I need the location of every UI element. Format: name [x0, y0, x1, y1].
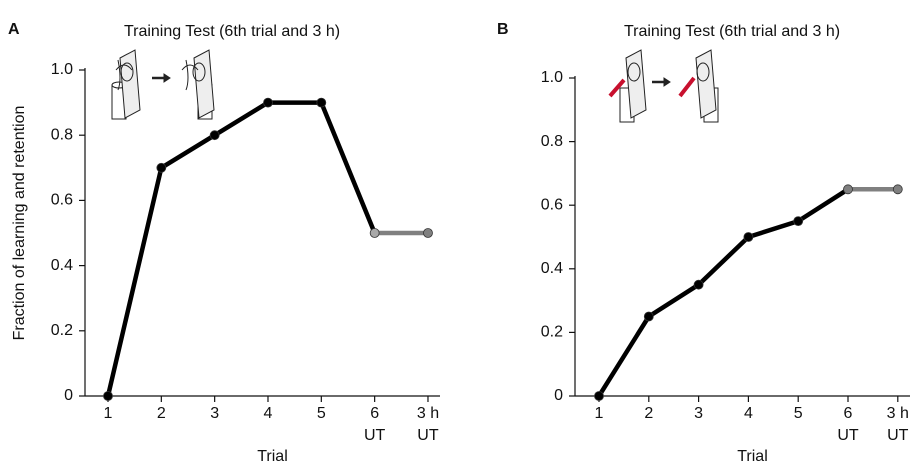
chart-title: Training Test (6th trial and 3 h)	[124, 23, 340, 40]
x-axis-label: Trial	[257, 448, 288, 465]
x-tick-label: 3	[694, 405, 704, 422]
data-point	[594, 391, 604, 401]
panel-label: A	[8, 21, 20, 38]
x-tick-label: 4	[263, 405, 273, 422]
data-point	[263, 97, 273, 108]
x-tick-label: 3 h UT	[416, 405, 440, 444]
x-tick-label: 1	[103, 405, 113, 422]
data-point	[892, 184, 903, 195]
y-tick-label: 0.2	[51, 322, 73, 339]
x-tick-label-box: 2	[156, 405, 166, 422]
x-axis-label: Trial	[737, 448, 768, 465]
line-segment	[105, 165, 164, 399]
data-point	[103, 391, 113, 401]
data-point	[743, 232, 754, 242]
schematic-icon	[111, 49, 215, 120]
line-segment	[795, 187, 851, 224]
x-tick-label-box: 6 UT	[837, 405, 859, 444]
x-tick-label-box: 5	[793, 405, 803, 422]
line-segment	[159, 132, 217, 171]
data-point	[369, 228, 380, 238]
line-segment	[212, 100, 271, 138]
data-point	[843, 184, 853, 195]
x-tick-label-box: 1	[103, 405, 113, 422]
x-tick-label: 4	[743, 405, 753, 422]
line-segment	[746, 218, 801, 240]
x-tick-label: 5	[793, 405, 803, 422]
x-tick-label: 1	[594, 405, 604, 422]
x-tick-label: 2	[644, 405, 654, 422]
data-point	[643, 311, 654, 322]
x-tick-label-box: 4	[743, 405, 753, 422]
x-tick-label-box: 6 UT	[363, 405, 386, 444]
data-point	[156, 162, 167, 173]
x-tick-label-box: 3 h UT	[886, 405, 909, 444]
x-tick-label: 3 h UT	[886, 405, 909, 444]
data-point	[209, 130, 220, 141]
schematic-icon	[608, 49, 719, 123]
x-tick-label: 5	[316, 405, 326, 422]
data-point	[423, 228, 433, 238]
data-point	[693, 279, 704, 290]
x-tick-label-box: 5	[316, 405, 326, 422]
y-axis-label: Fraction of learning and retention	[11, 106, 28, 341]
y-tick-label: 0.2	[541, 324, 563, 341]
data-point	[793, 216, 804, 227]
x-tick-label-box: 2	[644, 405, 654, 422]
y-tick-label: 0.6	[541, 196, 563, 213]
x-tick-label-box: 3 h UT	[416, 405, 440, 444]
y-tick-label: 0.6	[51, 192, 73, 209]
x-tick-label-box: 4	[263, 405, 273, 422]
y-tick-label: 0.4	[541, 260, 563, 277]
x-tick-label-box: 1	[594, 405, 604, 422]
line-segment	[319, 100, 377, 236]
panel-label: B	[497, 21, 509, 38]
x-tick-label: 2	[156, 405, 166, 422]
line-segment	[646, 282, 701, 319]
y-tick-label: 0.8	[51, 126, 73, 143]
y-tick-label: 0.8	[541, 133, 563, 150]
x-tick-label-box: 3	[694, 405, 704, 422]
chart-title: Training Test (6th trial and 3 h)	[624, 23, 840, 40]
y-tick-label: 0	[554, 387, 563, 404]
x-tick-label: 6 UT	[363, 405, 386, 444]
x-tick-label: 6 UT	[837, 405, 859, 444]
y-tick-label: 1.0	[51, 61, 73, 78]
y-tick-label: 1.0	[541, 69, 563, 86]
y-tick-label: 0.4	[51, 257, 73, 274]
y-tick-label: 0	[64, 387, 73, 404]
x-tick-label-box: 3	[210, 405, 220, 422]
line-segment	[596, 314, 652, 399]
line-segment	[696, 234, 751, 287]
x-tick-label: 3	[210, 405, 220, 422]
data-point	[316, 97, 327, 108]
